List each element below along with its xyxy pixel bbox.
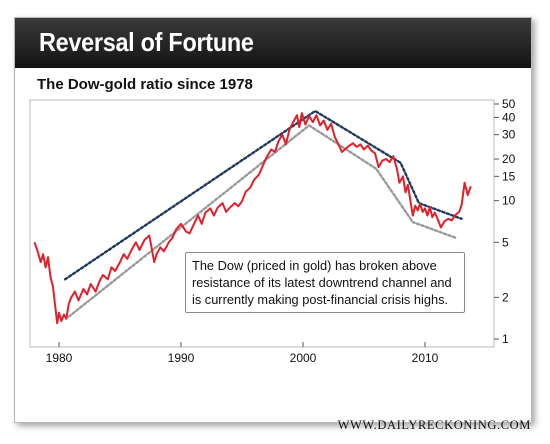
chart-subtitle: The Dow-gold ratio since 1978 (37, 76, 253, 93)
y-tick-label: 50 (502, 97, 516, 111)
x-tick-label: 1980 (46, 351, 73, 365)
y-tick-label: 30 (502, 128, 516, 142)
lower-channel-line (67, 123, 457, 318)
series-group (33, 112, 472, 325)
y-tick-label: 40 (502, 110, 516, 124)
dow-gold-ratio-line (33, 112, 472, 325)
y-tick-label: 1 (502, 332, 509, 346)
x-axis: 1980 1990 2000 2010 (46, 342, 439, 365)
banner: Reversal of Fortune (15, 18, 531, 68)
plot-area-frame (29, 99, 495, 348)
y-tick-label: 2 (502, 290, 509, 304)
chart-annotation: The Dow (priced in gold) has broken abov… (185, 252, 465, 313)
x-tick-label: 2000 (290, 351, 317, 365)
y-tick-label: 15 (502, 169, 516, 183)
x-tick-label: 1990 (168, 351, 195, 365)
y-tick-label: 5 (502, 235, 509, 249)
y-tick-label: 10 (502, 194, 516, 208)
upper-channel-line (63, 109, 463, 281)
trendlines (63, 109, 463, 318)
source-credit: WWW.DAILYRECKONING.COM (337, 418, 531, 432)
banner-title: Reversal of Fortune (39, 27, 254, 57)
x-tick-label: 2010 (412, 351, 439, 365)
y-tick-label: 20 (502, 152, 516, 166)
